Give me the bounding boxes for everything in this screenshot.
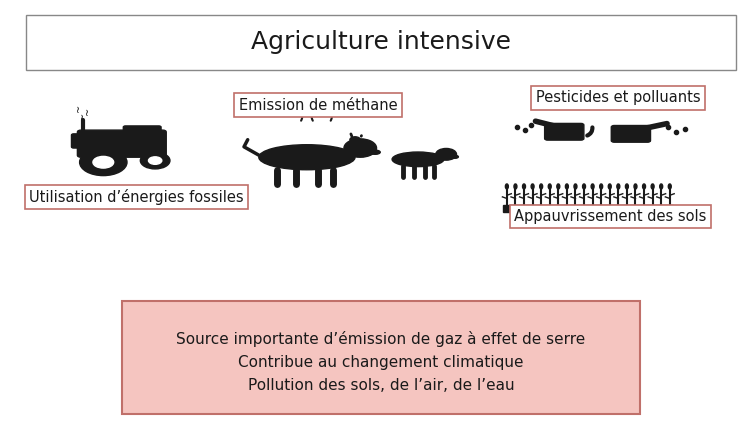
Ellipse shape	[556, 184, 559, 189]
Ellipse shape	[574, 184, 577, 189]
Ellipse shape	[634, 184, 637, 189]
Ellipse shape	[660, 184, 663, 189]
Ellipse shape	[452, 155, 458, 158]
Ellipse shape	[591, 184, 594, 189]
Ellipse shape	[599, 184, 602, 189]
Text: ~: ~	[78, 112, 88, 120]
FancyBboxPatch shape	[72, 134, 102, 148]
Ellipse shape	[523, 184, 526, 189]
Ellipse shape	[642, 184, 645, 189]
Circle shape	[80, 149, 127, 176]
Circle shape	[350, 137, 360, 143]
Ellipse shape	[548, 184, 551, 189]
Ellipse shape	[259, 145, 355, 170]
Ellipse shape	[505, 184, 508, 189]
Ellipse shape	[514, 184, 517, 189]
FancyBboxPatch shape	[26, 15, 737, 69]
Ellipse shape	[625, 184, 628, 189]
FancyBboxPatch shape	[124, 126, 161, 146]
Ellipse shape	[617, 184, 620, 189]
Circle shape	[344, 139, 376, 157]
Circle shape	[93, 157, 114, 168]
Text: Agriculture intensive: Agriculture intensive	[251, 30, 511, 55]
Text: Contribue au changement climatique: Contribue au changement climatique	[238, 355, 524, 370]
FancyBboxPatch shape	[544, 124, 584, 140]
Ellipse shape	[668, 184, 671, 189]
FancyBboxPatch shape	[122, 301, 640, 414]
FancyBboxPatch shape	[611, 126, 651, 142]
Text: ~: ~	[74, 104, 84, 112]
Circle shape	[436, 148, 456, 160]
Ellipse shape	[370, 150, 380, 154]
Ellipse shape	[392, 152, 444, 167]
Ellipse shape	[540, 184, 543, 189]
Text: Emission de méthane: Emission de méthane	[239, 98, 397, 113]
Ellipse shape	[608, 184, 611, 189]
Ellipse shape	[531, 184, 534, 189]
Text: Utilisation d’énergies fossiles: Utilisation d’énergies fossiles	[29, 189, 244, 205]
Ellipse shape	[566, 184, 569, 189]
Text: Appauvrissement des sols: Appauvrissement des sols	[514, 209, 706, 224]
Ellipse shape	[651, 184, 654, 189]
Text: Pollution des sols, de l’air, de l’eau: Pollution des sols, de l’air, de l’eau	[247, 379, 514, 393]
Text: Pesticides et polluants: Pesticides et polluants	[535, 91, 700, 105]
Circle shape	[149, 157, 162, 164]
FancyBboxPatch shape	[78, 130, 166, 157]
FancyBboxPatch shape	[503, 205, 673, 212]
Ellipse shape	[583, 184, 586, 189]
Circle shape	[140, 152, 170, 169]
Text: Source importante d’émission de gaz à effet de serre: Source importante d’émission de gaz à ef…	[176, 331, 586, 347]
Text: ~: ~	[83, 107, 93, 115]
